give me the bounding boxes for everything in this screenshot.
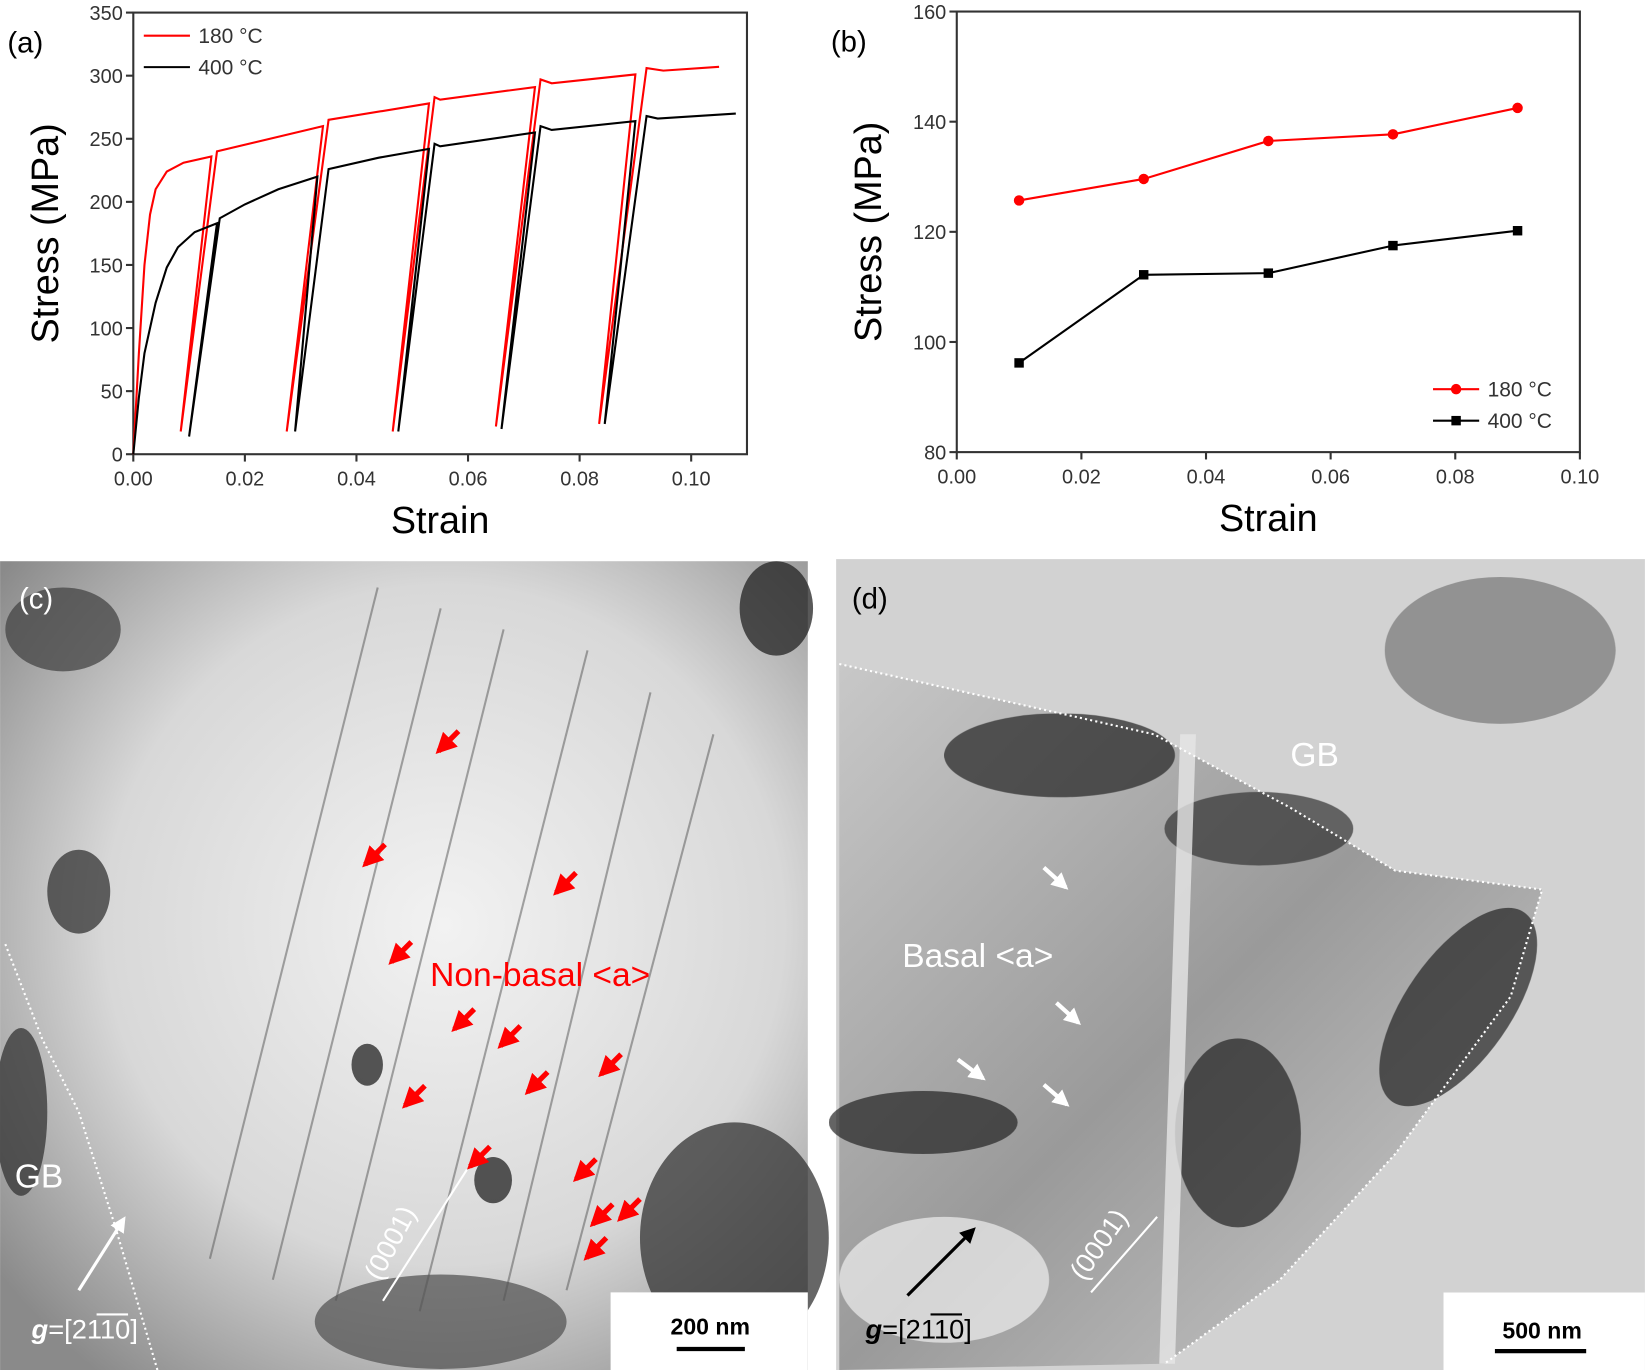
y-tick-label: 350 — [90, 3, 123, 25]
y-tick-label: 80 — [924, 442, 946, 464]
x-axis-label: Strain — [391, 500, 490, 542]
g-vector-arrow-c — [77, 1216, 126, 1292]
g-vector-arrow-d — [906, 1227, 976, 1297]
scale-bar-label-c: 200 nm — [671, 1313, 750, 1339]
data-point — [1263, 268, 1274, 278]
scale-bar-box-d — [1443, 1292, 1645, 1370]
data-point — [1512, 102, 1523, 114]
y-tick-label: 250 — [90, 129, 123, 151]
x-tick-label: 0.08 — [560, 469, 599, 491]
y-tick-label: 200 — [90, 192, 123, 214]
y-tick-label: 300 — [90, 66, 123, 88]
data-point — [1138, 270, 1149, 280]
red-arrows — [362, 729, 642, 1261]
y-tick-label: 120 — [913, 222, 946, 244]
legend-label: 180 °C — [198, 25, 262, 48]
series-line-1 — [1018, 229, 1518, 364]
series-line-0 — [132, 65, 720, 455]
micrograph-d: (d) GB Basal <a> g=[2110] (0001) 500 nm — [828, 559, 1645, 1370]
legend-marker — [1451, 415, 1461, 426]
annotation-non-basal: Non-basal <a> — [430, 957, 650, 994]
grain-d — [839, 664, 1543, 1370]
data-point — [1138, 173, 1149, 185]
data-point — [1263, 135, 1274, 147]
panel-label: (a) — [7, 26, 43, 59]
x-tick-label: 0.00 — [937, 467, 976, 489]
y-tick-label: 140 — [913, 112, 946, 134]
gb-label-d: GB — [1290, 737, 1338, 774]
y-axis-label: Stress (MPa) — [848, 122, 890, 342]
data-point — [1512, 226, 1523, 236]
white-arrows — [956, 865, 1081, 1107]
plot-frame — [132, 11, 749, 456]
y-tick-label: 150 — [90, 255, 123, 277]
x-tick-label: 0.06 — [1311, 467, 1350, 489]
basal-plane-line-c — [382, 1169, 468, 1302]
data-point — [1014, 358, 1024, 368]
scale-bar-box-c — [610, 1292, 808, 1370]
y-tick-label: 50 — [101, 381, 123, 403]
data-point — [1387, 129, 1399, 140]
x-tick-label: 0.08 — [1436, 467, 1475, 489]
panel-label-c: (c) — [19, 582, 53, 615]
data-point — [1388, 240, 1398, 251]
g-vector-label-c: g=[2110] — [31, 1314, 138, 1345]
series-line-1 — [132, 112, 736, 455]
x-tick-label: 0.02 — [225, 469, 264, 491]
y-axis-label: Stress (MPa) — [25, 123, 67, 343]
plot-frame — [955, 10, 1581, 454]
y-tick-label: 160 — [913, 2, 946, 24]
legend-label: 400 °C — [198, 56, 262, 79]
micrograph-c: (c) Non-basal <a> GB g=[2110] (0001) 200… — [0, 561, 829, 1370]
panel-label-d: (d) — [852, 582, 888, 615]
panel-label: (b) — [831, 25, 867, 58]
annotation-basal: Basal <a> — [902, 938, 1053, 975]
legend-label: 400 °C — [1488, 410, 1552, 433]
legend-label: 180 °C — [1488, 379, 1552, 402]
x-tick-label: 0.02 — [1062, 467, 1101, 489]
x-axis-label: Strain — [1219, 498, 1318, 540]
x-tick-label: 0.04 — [1187, 467, 1226, 489]
chart-a: 0.00 0.02 0.04 0.06 0.08 0.10 0 50 100 150 200 250 3… — [7, 3, 749, 542]
basal-plane-line-d — [1090, 1216, 1158, 1294]
g-vector-label-d: g=[2110] — [865, 1314, 972, 1345]
grain-boundary-line-d — [839, 662, 1544, 1365]
y-tick-label: 100 — [90, 318, 123, 340]
contrast-features-d — [828, 576, 1616, 1343]
x-tick-label: 0.00 — [114, 469, 153, 491]
data-point — [1013, 195, 1025, 206]
x-tick-label: 0.10 — [1560, 467, 1599, 489]
y-tick-label: 0 — [112, 445, 123, 467]
basal-traces-c — [208, 587, 715, 1312]
x-tick-label: 0.06 — [449, 469, 488, 491]
twin-band-d — [1159, 734, 1196, 1364]
gb-label-c: GB — [15, 1158, 63, 1195]
x-tick-label: 0.10 — [672, 469, 711, 491]
chart-b: 0.00 0.02 0.04 0.06 0.08 0.10 80 100 120 140 160 St… — [831, 2, 1599, 540]
series-line-0 — [1018, 106, 1518, 202]
scale-bar-label-d: 500 nm — [1502, 1318, 1581, 1344]
legend-marker — [1450, 383, 1462, 395]
x-tick-label: 0.04 — [337, 469, 376, 491]
y-tick-label: 100 — [913, 332, 946, 354]
